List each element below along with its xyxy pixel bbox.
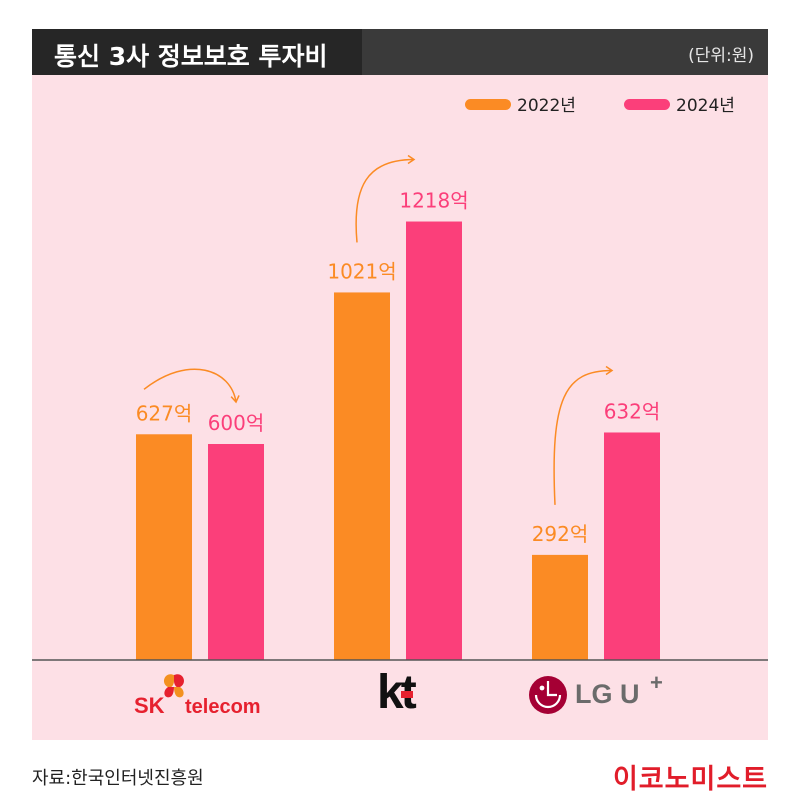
trend-arrow-2 <box>553 365 614 505</box>
data-label-0-1: 600억 <box>208 411 265 435</box>
bar-2-1 <box>604 432 660 660</box>
butterfly-logo-icon <box>163 674 185 698</box>
data-label-2-0: 292억 <box>532 522 589 546</box>
chart-panel: 2022년 2024년 627억 600억 1021억 1218억 292억 632억 SK… <box>32 75 768 740</box>
bar-1-0 <box>334 292 390 660</box>
chart-title: 통신 3사 정보보호 투자비 <box>54 42 328 71</box>
bar-1-1 <box>406 221 462 660</box>
data-label-1-1: 1218억 <box>399 189 468 213</box>
legend-label-0: 2022년 <box>517 96 576 116</box>
logo-sk-telecom: SK telecom <box>132 671 282 721</box>
unit-label: (단위:원) <box>688 46 754 66</box>
telecom-wordmark: telecom <box>185 696 261 718</box>
legend-label-1: 2024년 <box>676 96 735 116</box>
bars <box>136 221 660 660</box>
bar-0-0 <box>136 434 192 660</box>
source-note: 자료:한국인터넷진흥원 <box>32 768 204 789</box>
lg-u-wordmark: LG U <box>575 679 640 709</box>
legend: 2022년 2024년 <box>465 96 735 116</box>
lg-face-logo-icon <box>529 676 567 714</box>
trend-arrows <box>143 154 614 505</box>
chart-header: 통신 3사 정보보호 투자비 (단위:원) <box>32 29 768 75</box>
data-label-1-0: 1021억 <box>327 259 396 283</box>
logo-kt: kt <box>377 666 437 721</box>
bar-chart: 2022년 2024년 627억 600억 1021억 1218억 292억 632억 <box>32 96 768 661</box>
logo-lg-uplus: LG U + <box>528 670 698 723</box>
data-label-0-0: 627억 <box>136 401 193 425</box>
kt-red-dot <box>401 691 413 698</box>
title-box: 통신 3사 정보보호 투자비 <box>32 29 362 75</box>
bar-2-0 <box>532 554 588 660</box>
data-label-2-1: 632억 <box>604 399 661 423</box>
legend-swatch-1 <box>624 99 670 110</box>
publisher-brand: 이코노미스트 <box>612 764 768 795</box>
legend-swatch-0 <box>465 99 511 110</box>
bar-0-1 <box>208 444 264 660</box>
lg-plus-mark: + <box>650 670 663 695</box>
trend-arrow-0 <box>143 368 240 404</box>
sk-wordmark: SK <box>134 693 165 718</box>
trend-arrow-1 <box>355 154 416 243</box>
data-labels: 627억 600억 1021억 1218억 292억 632억 <box>136 189 661 546</box>
